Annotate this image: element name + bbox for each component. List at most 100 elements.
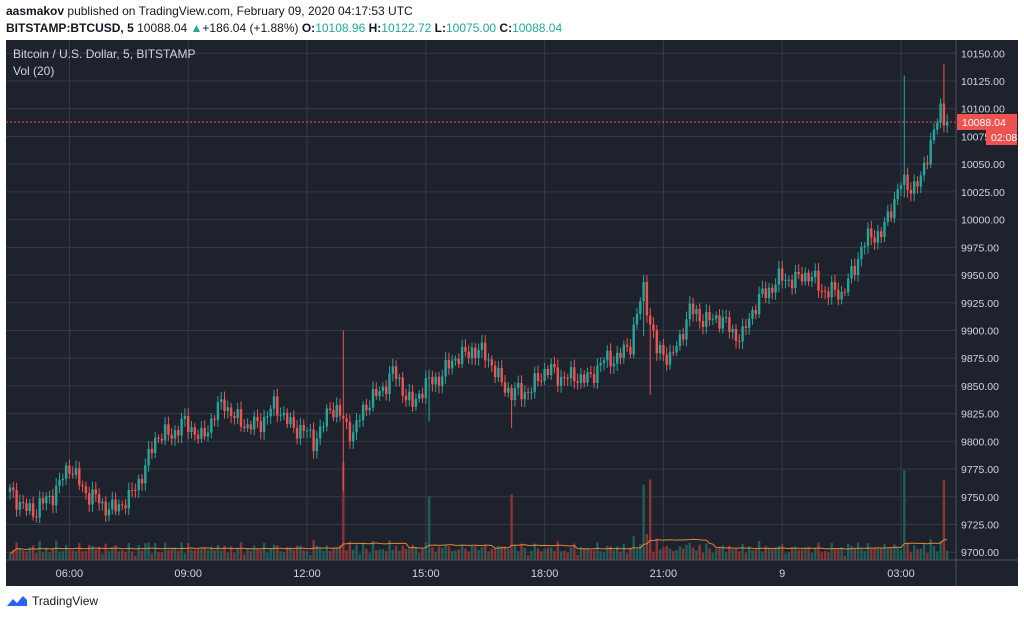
candle-body <box>942 103 946 126</box>
candle-body <box>246 424 249 429</box>
volume-bar <box>922 544 926 560</box>
candle-body <box>460 346 464 365</box>
candle-body <box>375 388 378 397</box>
volume-bar <box>279 551 282 560</box>
volume-bar <box>97 546 101 560</box>
volume-bar <box>899 549 903 560</box>
volume-bar <box>457 549 460 560</box>
candle-body <box>51 495 55 506</box>
candle-body <box>609 350 612 367</box>
candle-body <box>385 386 388 394</box>
volume-bar <box>497 545 500 560</box>
candle-body <box>889 211 893 219</box>
footer-branding[interactable]: TradingView <box>6 594 98 608</box>
volume-bar <box>38 540 41 560</box>
candle-body <box>243 426 246 429</box>
volume-bar <box>850 546 853 560</box>
time-tick-label: 9 <box>779 568 785 580</box>
volume-bar <box>563 550 566 560</box>
price-tick-label: 10000.00 <box>961 215 1005 227</box>
volume-bar <box>58 551 61 560</box>
volume-bar <box>926 553 929 560</box>
volume-bar <box>81 551 84 560</box>
volume-bar <box>639 544 642 560</box>
candle-body <box>81 485 84 487</box>
candle-body <box>530 391 533 393</box>
volume-bar <box>45 547 48 560</box>
volume-bar <box>206 549 210 560</box>
candle-body <box>368 407 371 411</box>
volume-bar <box>655 538 658 560</box>
volume-bar <box>170 549 173 560</box>
volume-bar <box>540 551 543 560</box>
candle-body <box>295 427 299 439</box>
candle-body <box>553 363 556 368</box>
volume-bar <box>721 545 724 560</box>
candle-body <box>434 376 437 385</box>
candle-body <box>685 319 688 340</box>
publisher-name[interactable]: aasmakov <box>6 4 65 18</box>
price-tick-label: 10050.00 <box>961 159 1005 171</box>
candle-body <box>381 386 385 392</box>
price-chart[interactable]: 10150.0010125.0010100.0010075.0010050.00… <box>6 40 1018 586</box>
volume-bar <box>946 550 949 560</box>
candle-body <box>312 429 315 452</box>
candle-body <box>596 365 599 384</box>
candle-body <box>757 293 761 315</box>
candle-body <box>124 505 127 509</box>
candle-body <box>408 391 411 401</box>
candle-body <box>523 392 526 400</box>
candle-body <box>302 425 305 431</box>
volume-bar <box>546 547 550 560</box>
candle-body <box>837 289 840 300</box>
candle-body <box>715 315 718 320</box>
volume-bar <box>312 539 315 560</box>
candle-body <box>691 303 695 315</box>
volume-bar <box>814 547 817 560</box>
volume-bar <box>711 552 715 560</box>
symbol-name[interactable]: BITSTAMP:BTCUSD, 5 <box>6 21 134 35</box>
price-tick-label: 9725.00 <box>961 520 999 532</box>
price-tick-label: 10100.00 <box>961 104 1005 116</box>
candle-body <box>94 489 97 495</box>
candle-body <box>193 427 196 435</box>
volume-bar <box>536 548 540 560</box>
candle-body <box>101 501 104 504</box>
volume-bar <box>484 545 487 560</box>
candle-body <box>817 270 820 291</box>
candle-body <box>569 367 573 379</box>
candle-body <box>814 270 817 277</box>
candle-body <box>487 359 490 361</box>
volume-bar <box>856 542 860 560</box>
volume-bar <box>302 550 305 560</box>
volume-indicator-label[interactable]: Vol (20) <box>13 64 55 78</box>
candle-body <box>566 377 569 379</box>
volume-bar <box>434 551 437 560</box>
price-tick-label: 10125.00 <box>961 76 1005 88</box>
volume-bar <box>744 553 748 560</box>
volume-bar <box>800 549 804 560</box>
candle-body <box>315 438 319 452</box>
time-axis[interactable]: 06:00 09:00 12:00 15:00 18:00 21:00 9 03:00 <box>56 568 915 580</box>
candle-body <box>678 334 682 347</box>
volume-bar <box>807 546 810 560</box>
candle-body <box>55 485 58 506</box>
time-tick-label: 15:00 <box>412 568 440 580</box>
candle-body <box>513 388 517 401</box>
candle-body <box>493 365 497 378</box>
chart-header: aasmakov published on TradingView.com, F… <box>6 3 562 37</box>
candle-body <box>738 340 741 342</box>
volume-bar <box>682 548 685 560</box>
volume-bar <box>305 550 309 560</box>
volume-bar <box>134 555 137 560</box>
volume-bar <box>404 548 408 560</box>
price-axis[interactable]: 10150.0010125.0010100.0010075.0010050.00… <box>6 40 1018 586</box>
volume-bar <box>342 462 345 560</box>
candle-body <box>761 288 764 294</box>
volume-bar <box>896 546 899 560</box>
candle-body <box>68 465 71 474</box>
volume-bar <box>612 550 616 560</box>
volume-bar <box>25 551 28 560</box>
volume-bar <box>837 547 840 560</box>
volume-bar <box>913 545 916 560</box>
